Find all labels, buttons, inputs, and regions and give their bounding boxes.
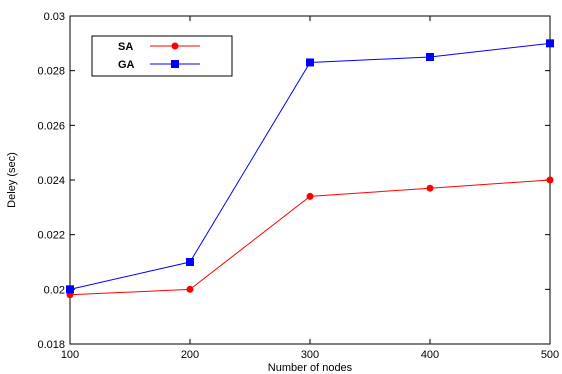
series-layer — [66, 39, 554, 299]
y-tick-label: 0.018 — [37, 339, 65, 351]
data-point-ga — [306, 58, 314, 67]
x-tick-label: 300 — [301, 349, 319, 361]
legend-marker-ga — [171, 60, 179, 68]
y-tick-label: 0.03 — [44, 11, 65, 23]
legend: SA GA — [91, 35, 233, 77]
legend-box — [91, 35, 233, 77]
data-point-ga — [426, 53, 434, 61]
legend-label-ga: GA — [118, 59, 135, 71]
y-tick-label: 0.022 — [37, 230, 65, 242]
y-axis-title: Deley (sec) — [6, 152, 18, 208]
y-tick-label: 0.024 — [37, 175, 65, 187]
x-axis-title: Number of nodes — [268, 362, 353, 374]
y-tick-label: 0.02 — [44, 284, 65, 296]
data-point-ga — [546, 39, 554, 48]
data-point-sa — [186, 285, 194, 293]
x-tick-label: 100 — [61, 349, 79, 361]
y-tick-label: 0.028 — [37, 66, 65, 78]
data-point-ga — [186, 258, 194, 266]
x-tick-label: 500 — [541, 349, 559, 361]
data-point-ga — [66, 285, 74, 294]
x-tick-label: 400 — [421, 349, 439, 361]
data-point-sa — [546, 176, 554, 184]
legend-marker-sa — [171, 42, 179, 50]
y-tick-label: 0.026 — [37, 120, 65, 132]
data-point-sa — [426, 184, 434, 192]
axis-ticks: 100 200 300 400 500 0.018 0.02 0.022 0.024 0.026 0… — [37, 11, 559, 361]
data-point-sa — [306, 192, 314, 200]
x-tick-label: 200 — [181, 349, 199, 361]
legend-label-sa: SA — [118, 41, 133, 53]
